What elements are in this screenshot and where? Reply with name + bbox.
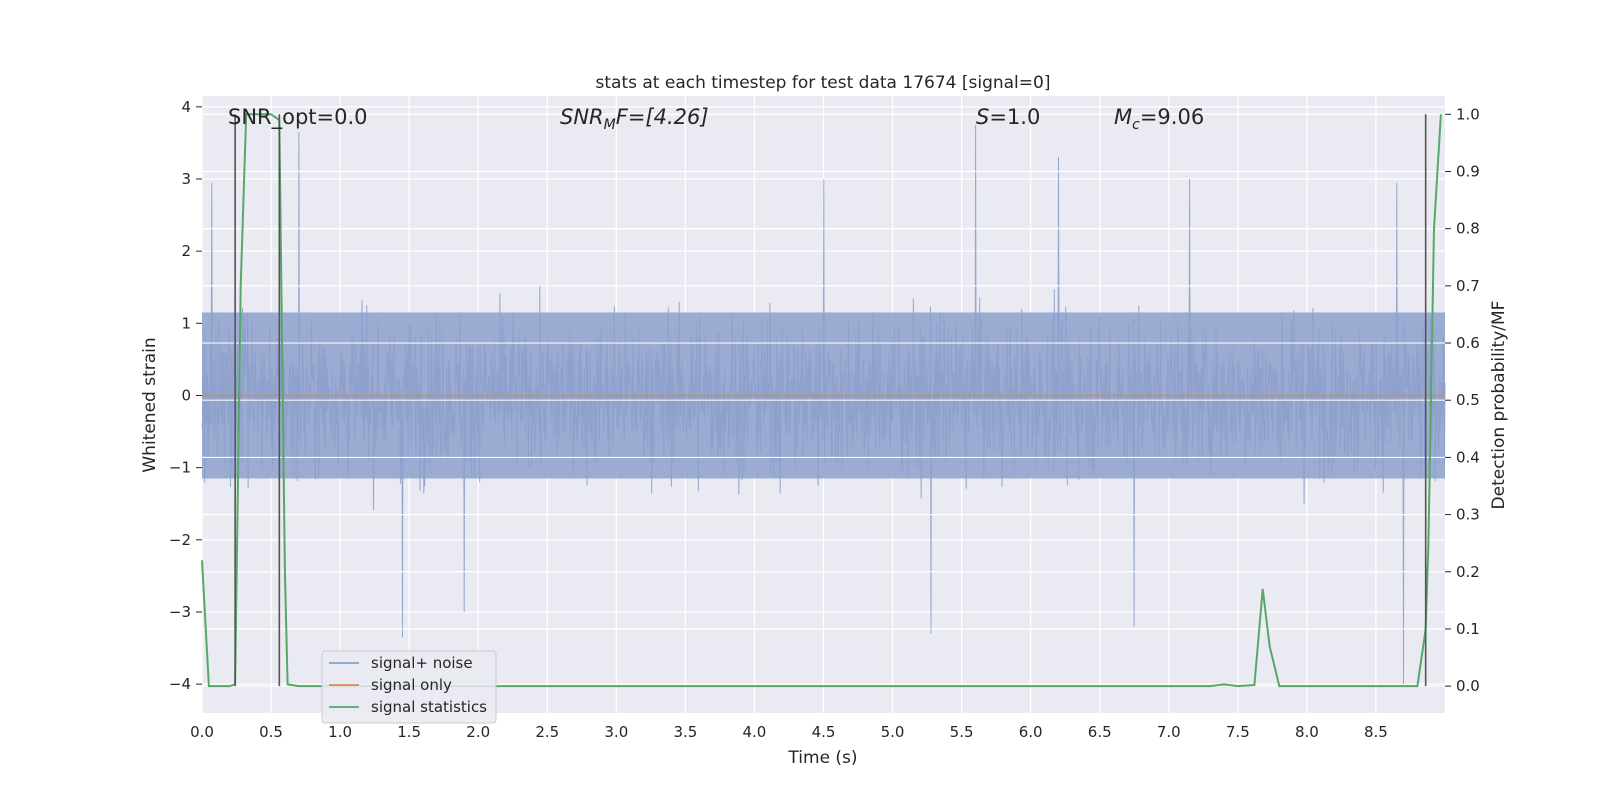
x-tick-label: 4.0 — [743, 723, 767, 741]
annotation-s: S=1.0 — [976, 105, 1040, 129]
x-tick-label: 1.5 — [397, 723, 421, 741]
y-tick-label-left: −4 — [169, 675, 191, 693]
x-tick-label: 6.0 — [1019, 723, 1043, 741]
x-tick-label: 2.5 — [535, 723, 559, 741]
y-axis-label-right: Detection probability/MF — [1489, 301, 1509, 510]
x-tick-label: 7.0 — [1157, 723, 1181, 741]
axis-ticks: 0.0 0.5 1.0 1.5 2.0 2.5 3.0 3.5 4.0 4.5 5.0 5.5 6.0 6… — [169, 98, 1480, 741]
legend-box — [321, 650, 497, 724]
x-tick-label: 1.0 — [328, 723, 352, 741]
y-tick-label-right: 1.0 — [1456, 105, 1480, 123]
annotation-mc: Mc=9.06 — [1114, 105, 1204, 133]
x-tick-label: 5.0 — [881, 723, 905, 741]
x-tick-label: 3.5 — [673, 723, 697, 741]
x-tick-label: 2.0 — [466, 723, 490, 741]
y-tick-label-left: 3 — [181, 170, 191, 188]
y-tick-label-right: 0.0 — [1456, 677, 1480, 695]
legend-label-signal-noise: signal+ noise — [371, 654, 473, 672]
y-tick-label-left: 4 — [181, 98, 191, 116]
y-tick-label-right: 0.1 — [1456, 620, 1480, 638]
x-tick-label: 0.0 — [190, 723, 214, 741]
x-axis-label: Time (s) — [787, 748, 857, 768]
x-tick-label: 0.5 — [259, 723, 283, 741]
x-tick-label: 4.5 — [812, 723, 836, 741]
y-tick-label-left: 1 — [181, 314, 191, 332]
legend: signal+ noise signal only signal statist… — [321, 650, 497, 724]
x-tick-label: 3.0 — [604, 723, 628, 741]
x-tick-label: 6.5 — [1088, 723, 1112, 741]
y-tick-label-right: 0.6 — [1456, 334, 1480, 352]
y-tick-label-left: 2 — [181, 242, 191, 260]
legend-label-signal-statistics: signal statistics — [371, 698, 487, 716]
y-tick-label-right: 0.8 — [1456, 220, 1480, 238]
legend-label-signal-only: signal only — [371, 676, 452, 694]
y-axis-label-left: Whitened strain — [140, 337, 160, 472]
x-tick-label: 8.5 — [1364, 723, 1388, 741]
x-tick-label: 8.0 — [1295, 723, 1319, 741]
y-tick-label-right: 0.2 — [1456, 563, 1480, 581]
y-tick-label-right: 0.5 — [1456, 391, 1480, 409]
y-tick-label-right: 0.4 — [1456, 448, 1480, 466]
signal-noise-line — [201, 124, 1446, 685]
chart-title: stats at each timestep for test data 176… — [596, 73, 1051, 93]
x-tick-label: 5.5 — [950, 723, 974, 741]
y-tick-label-left: 0 — [181, 386, 191, 404]
vertical-markers — [234, 114, 1427, 687]
y-tick-label-left: −3 — [169, 603, 191, 621]
y-tick-label-left: −2 — [169, 531, 191, 549]
annotation-snr-mf: SNRMF=[4.26] — [560, 105, 709, 133]
y-tick-label-right: 0.3 — [1456, 506, 1480, 524]
annotation-snr-opt: SNR_opt=0.0 — [228, 105, 368, 130]
y-tick-label-right: 0.9 — [1456, 162, 1480, 180]
x-tick-label: 7.5 — [1226, 723, 1250, 741]
y-tick-label-left: −1 — [169, 459, 191, 477]
y-tick-label-right: 0.7 — [1456, 277, 1480, 295]
